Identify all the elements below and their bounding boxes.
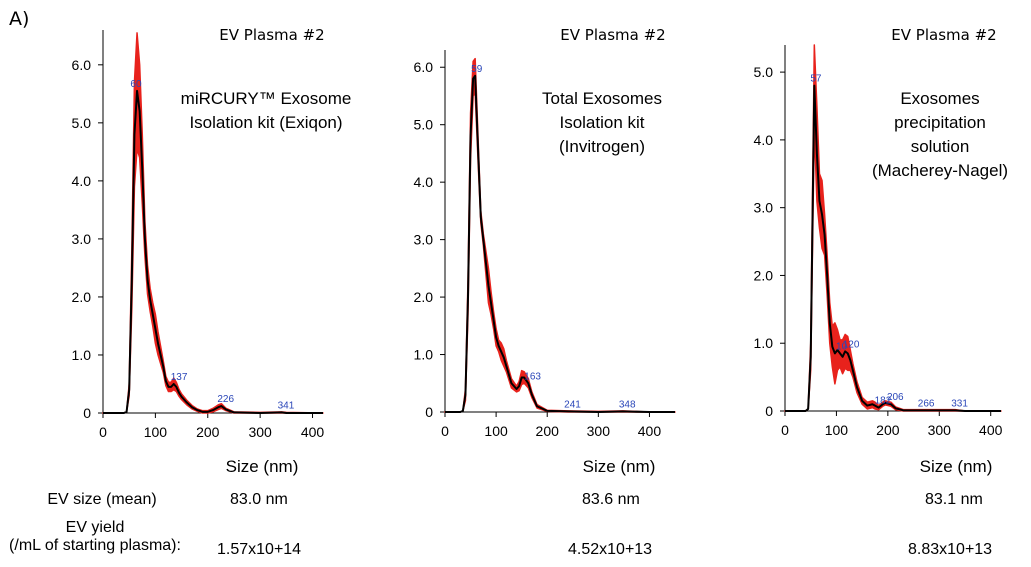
x-tick-label: 300 — [587, 423, 611, 439]
x-tick-label: 400 — [301, 424, 325, 440]
x-tick-label: 400 — [979, 422, 1003, 438]
peak-label: 57 — [810, 74, 822, 85]
x-tick-label: 200 — [536, 423, 560, 439]
x-tick-label: 200 — [196, 424, 220, 440]
kit-name-line: Isolation kit — [559, 113, 644, 132]
mean-size-line — [785, 84, 1001, 412]
size-value-3: 83.1 nm — [925, 491, 983, 508]
chart-title: EV Plasma #2 — [219, 26, 324, 44]
x-tick-label: 300 — [248, 424, 272, 440]
kit-name-line: miRCURY™ Exosome — [181, 89, 352, 108]
y-tick-label: 5.0 — [72, 115, 92, 131]
y-tick-label: 2.0 — [72, 289, 92, 305]
x-tick-label: 100 — [144, 424, 168, 440]
y-tick-label: 1.0 — [414, 347, 434, 363]
panel-label: A) — [9, 8, 30, 30]
chart-2: 0 1.0 2.0 3.0 4.0 5.0 6.0 0 100 200 300 400 59 163 241… — [414, 26, 676, 476]
chart-3: 01.02.03.04.05.00 100 200 300 40057101201822… — [754, 26, 1008, 476]
y-tick-label: 6.0 — [72, 57, 92, 73]
y-tick-label: 0 — [83, 405, 91, 421]
y-tick-label: 2.0 — [754, 267, 774, 283]
mean-size-line — [445, 74, 675, 413]
x-tick-label: 400 — [638, 423, 662, 439]
yield-value-1: 1.57x10+14 — [217, 541, 302, 558]
y-tick-label: 4.0 — [414, 174, 434, 190]
chart-title: EV Plasma #2 — [891, 26, 996, 44]
size-row-label: EV size (mean) — [47, 491, 157, 508]
peak-label: 60 — [130, 79, 142, 90]
chart-1: 0 1.0 2.0 3.0 4.0 5.0 6.0 0 100 200 300 400 60 137 226… — [72, 26, 352, 476]
x-tick-label: 300 — [928, 422, 952, 438]
x-tick-label: 0 — [99, 424, 107, 440]
peak-label: 163 — [524, 371, 541, 382]
yield-row-label-line1: EV yield — [65, 519, 125, 536]
peak-label: 120 — [843, 339, 860, 350]
yield-row-label-line2: (/mL of starting plasma): — [9, 537, 181, 554]
peak-label: 10 — [836, 341, 848, 352]
size-value-1: 83.0 nm — [230, 491, 288, 508]
peak-label: 348 — [619, 399, 636, 410]
x-tick-label: 100 — [484, 423, 508, 439]
kit-name-line: Isolation kit (Exiqon) — [189, 113, 342, 132]
y-tick-label: 0 — [425, 404, 433, 420]
peak-label: 206 — [887, 392, 904, 403]
peak-label: 331 — [951, 398, 968, 409]
size-value-2: 83.6 nm — [582, 491, 640, 508]
y-tick-label: 5.0 — [754, 64, 774, 80]
peak-label: 137 — [171, 372, 188, 383]
x-tick-label: 200 — [876, 422, 900, 438]
y-tick-label: 5.0 — [414, 117, 434, 133]
y-tick-label: 2.0 — [414, 289, 434, 305]
y-tick-label: 3.0 — [754, 200, 774, 216]
peak-label: 341 — [278, 400, 295, 411]
y-tick-label: 3.0 — [414, 232, 434, 248]
x-axis-label: Size (nm) — [920, 457, 993, 476]
x-tick-label: 100 — [825, 422, 849, 438]
x-axis-label: Size (nm) — [226, 457, 299, 476]
y-tick-label: 0 — [765, 403, 773, 419]
yield-row-label: EV yield (/mL of starting plasma): — [0, 519, 200, 555]
kit-name-line: (Macherey-Nagel) — [872, 161, 1008, 180]
y-tick-label: 4.0 — [754, 132, 774, 148]
y-tick-label: 6.0 — [414, 59, 434, 75]
peak-label: 241 — [564, 399, 581, 410]
yield-value-2: 4.52x10+13 — [568, 541, 653, 558]
kit-name-line: (Invitrogen) — [559, 137, 645, 156]
y-tick-label: 1.0 — [72, 347, 92, 363]
kit-name-line: Exosomes — [900, 89, 979, 108]
kit-name-line: solution — [911, 137, 970, 156]
y-tick-label: 1.0 — [754, 335, 774, 351]
chart-title: EV Plasma #2 — [560, 26, 665, 44]
yield-value-3: 8.83x10+13 — [908, 541, 993, 558]
y-tick-label: 3.0 — [72, 231, 92, 247]
peak-label: 266 — [918, 398, 935, 409]
x-tick-label: 0 — [441, 423, 449, 439]
kit-name-line: precipitation — [894, 113, 986, 132]
kit-name-line: Total Exosomes — [542, 89, 662, 108]
x-tick-label: 0 — [781, 422, 789, 438]
peak-label: 59 — [471, 64, 483, 75]
y-tick-label: 4.0 — [72, 173, 92, 189]
mean-size-line — [103, 89, 323, 414]
peak-label: 226 — [217, 394, 234, 405]
peak-label: 182 — [875, 396, 892, 407]
x-axis-label: Size (nm) — [583, 457, 656, 476]
error-band — [444, 57, 676, 413]
